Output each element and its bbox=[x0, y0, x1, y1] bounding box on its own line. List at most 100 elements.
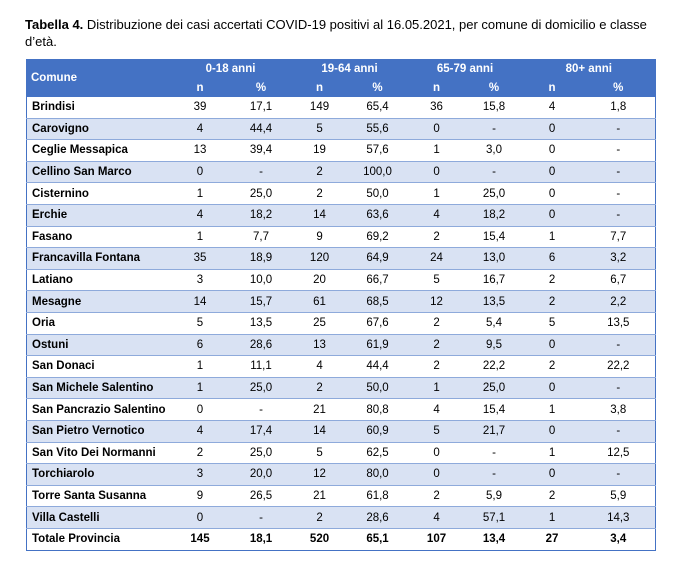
row-comune-name: Erchie bbox=[26, 204, 170, 227]
row-comune-name: Carovigno bbox=[26, 118, 170, 141]
table-cell: 11,1 bbox=[230, 355, 292, 378]
table-cell: 61,9 bbox=[347, 334, 408, 357]
table-cell: 44,4 bbox=[230, 118, 292, 141]
table-cell: 21 bbox=[291, 398, 348, 421]
row-comune-name: Francavilla Fontana bbox=[26, 247, 170, 270]
table-row: San Pietro Vernotico 4 17,4 14 60,9 5 21,7 0- bbox=[26, 420, 656, 443]
header-row-groups: Comune 0-18 anni 19-64 anni 65-79 anni 8… bbox=[26, 59, 656, 97]
row-comune-name: Torchiarolo bbox=[26, 463, 170, 486]
total-label: Totale Provincia bbox=[26, 527, 170, 551]
table-cell: 5,9 bbox=[465, 485, 523, 508]
table-cell: 1 bbox=[407, 139, 466, 162]
table-cell: 3,8 bbox=[581, 398, 656, 421]
total-cell: 13,4 bbox=[465, 527, 523, 551]
table-cell: 4 bbox=[407, 204, 466, 227]
total-cell: 520 bbox=[291, 527, 348, 551]
table-cell: 3,0 bbox=[465, 139, 523, 162]
table-cell: 0 bbox=[522, 420, 582, 443]
table-cell: - bbox=[465, 463, 523, 486]
table-cell: 5 bbox=[291, 118, 348, 141]
table-cell: 0 bbox=[407, 463, 466, 486]
total-cell: 145 bbox=[169, 527, 231, 551]
table-cell: 5 bbox=[522, 312, 582, 335]
table-row: Fasano 1 7,7 9 69,2 2 15,4 1 7,7 bbox=[26, 226, 656, 249]
table-cell: 3,2 bbox=[581, 247, 656, 270]
table-row: Francavilla Fontana 35 18,9 120 64,9 24 13,0 6 3… bbox=[26, 247, 656, 270]
table-cell: 39 bbox=[169, 97, 231, 119]
table-cell: 50,0 bbox=[347, 377, 408, 400]
table-cell: 22,2 bbox=[581, 355, 656, 378]
table-cell: 28,6 bbox=[230, 334, 292, 357]
table-row: Oria 5 13,5 25 67,6 2 5,4 5 13,5 bbox=[26, 312, 656, 335]
table-cell: 4 bbox=[169, 118, 231, 141]
covid-cases-table: Comune 0-18 anni 19-64 anni 65-79 anni 8… bbox=[26, 59, 657, 551]
table-cell: 18,2 bbox=[230, 204, 292, 227]
table-cell: 1 bbox=[169, 226, 231, 249]
table-cell: 4 bbox=[291, 355, 348, 378]
subheader-n: n bbox=[522, 78, 582, 97]
table-cell: 65,4 bbox=[347, 97, 408, 119]
table-cell: 4 bbox=[522, 97, 582, 119]
table-cell: 20 bbox=[291, 269, 348, 292]
table-cell: 1 bbox=[407, 377, 466, 400]
table-cell: - bbox=[581, 334, 656, 357]
row-comune-name: Oria bbox=[26, 312, 170, 335]
column-group-80-plus: 80+ anni bbox=[522, 59, 656, 78]
table-row: San Vito Dei Normanni 2 25,0 5 62,5 0-1 12,5 bbox=[26, 442, 656, 465]
table-row: Brindisi 39 17,1 149 65,4 36 15,8 4 1,8 bbox=[26, 97, 656, 119]
table-cell: 0 bbox=[407, 118, 466, 141]
table-cell: 64,9 bbox=[347, 247, 408, 270]
row-comune-name: Ceglie Messapica bbox=[26, 139, 170, 162]
table-cell: - bbox=[465, 442, 523, 465]
table-cell: 0 bbox=[169, 161, 231, 184]
total-cell: 3,4 bbox=[581, 527, 656, 551]
table-cell: 6,7 bbox=[581, 269, 656, 292]
table-cell: 21 bbox=[291, 485, 348, 508]
table-cell: 2 bbox=[169, 442, 231, 465]
table-cell: 35 bbox=[169, 247, 231, 270]
table-cell: 4 bbox=[407, 398, 466, 421]
table-cell: 25,0 bbox=[465, 182, 523, 205]
table-cell: - bbox=[581, 118, 656, 141]
table-cell: 13 bbox=[291, 334, 348, 357]
table-cell: - bbox=[581, 463, 656, 486]
table-cell: 80,8 bbox=[347, 398, 408, 421]
table-cell: 2 bbox=[407, 226, 466, 249]
table-cell: 60,9 bbox=[347, 420, 408, 443]
table-cell: - bbox=[465, 161, 523, 184]
row-comune-name: Villa Castelli bbox=[26, 506, 170, 529]
table-cell: 0 bbox=[407, 161, 466, 184]
table-cell: 15,8 bbox=[465, 97, 523, 119]
table-cell: 13 bbox=[169, 139, 231, 162]
row-comune-name: Brindisi bbox=[26, 97, 170, 119]
table-cell: 61 bbox=[291, 290, 348, 313]
total-cell: 107 bbox=[407, 527, 466, 551]
table-cell: 2 bbox=[407, 312, 466, 335]
table-row: San Donaci 1 11,1 4 44,4 2 22,2 2 22,2 bbox=[26, 355, 656, 378]
table-row: Cellino San Marco 0-2 100,0 0-0- bbox=[26, 161, 656, 184]
table-cell: 2 bbox=[522, 355, 582, 378]
table-cell: 9 bbox=[169, 485, 231, 508]
table-cell: 5 bbox=[407, 420, 466, 443]
table-cell: 36 bbox=[407, 97, 466, 119]
table-cell: 2 bbox=[291, 506, 348, 529]
table-cell: 25 bbox=[291, 312, 348, 335]
subheader-n: n bbox=[407, 78, 466, 97]
table-cell: 149 bbox=[291, 97, 348, 119]
table-cell: 9,5 bbox=[465, 334, 523, 357]
table-cell: 50,0 bbox=[347, 182, 408, 205]
table-cell: 25,0 bbox=[465, 377, 523, 400]
table-row: Mesagne 14 15,7 61 68,5 12 13,5 2 2,2 bbox=[26, 290, 656, 313]
table-cell: 100,0 bbox=[347, 161, 408, 184]
table-cell: 80,0 bbox=[347, 463, 408, 486]
table-cell: 14 bbox=[169, 290, 231, 313]
table-cell: 2 bbox=[407, 334, 466, 357]
table-row: Latiano 3 10,0 20 66,7 5 16,7 2 6,7 bbox=[26, 269, 656, 292]
table-cell: 5,9 bbox=[581, 485, 656, 508]
table-cell: 0 bbox=[169, 506, 231, 529]
table-cell: 1 bbox=[522, 442, 582, 465]
table-cell: 7,7 bbox=[230, 226, 292, 249]
row-comune-name: San Pancrazio Salentino bbox=[26, 398, 170, 421]
column-group-19-64: 19-64 anni bbox=[291, 59, 408, 78]
table-cell: 1 bbox=[522, 226, 582, 249]
